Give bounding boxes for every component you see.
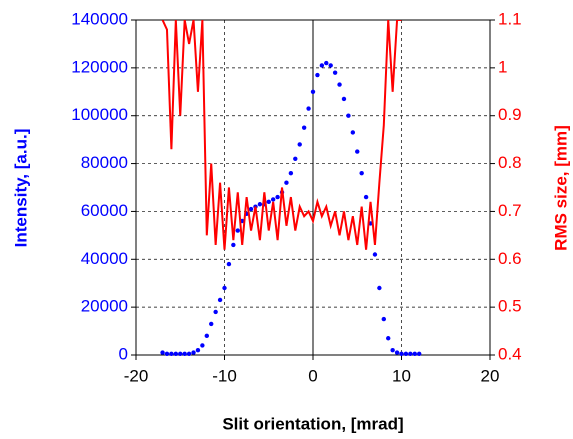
- point: [293, 156, 298, 161]
- point: [359, 170, 364, 176]
- point: [372, 252, 378, 257]
- y2-tick-label: 0.5: [498, 297, 522, 316]
- point: [164, 351, 170, 357]
- point: [191, 350, 196, 355]
- line: [161, 20, 402, 250]
- point: [248, 206, 254, 212]
- y-tick-label: 140000: [71, 9, 128, 28]
- point: [363, 194, 369, 200]
- point: [315, 72, 320, 78]
- point: [186, 351, 192, 357]
- point: [182, 351, 187, 357]
- y-tick-label: 60000: [81, 201, 128, 220]
- point: [257, 202, 263, 207]
- point: [160, 350, 165, 355]
- point: [408, 351, 413, 357]
- point: [288, 170, 294, 176]
- y2-axis-label: RMS size, [mm]: [551, 125, 570, 251]
- point: [377, 285, 382, 291]
- point: [403, 351, 409, 357]
- point: [310, 89, 316, 94]
- point: [173, 351, 179, 357]
- y2-tick-label: 0.9: [498, 105, 522, 124]
- point: [394, 350, 400, 355]
- point: [284, 180, 289, 185]
- y-tick-label: 120000: [71, 57, 128, 76]
- point: [306, 106, 311, 111]
- point: [275, 194, 280, 200]
- x-tick-label: 10: [392, 366, 411, 385]
- point: [337, 82, 342, 87]
- y2-tick-label: 0.4: [498, 344, 522, 363]
- point: [355, 149, 360, 154]
- point: [200, 343, 205, 348]
- point: [213, 309, 218, 315]
- point: [217, 297, 223, 303]
- point: [390, 348, 395, 353]
- y2-tick-label: 0.8: [498, 153, 522, 172]
- plot-frame: [135, 19, 491, 356]
- point: [266, 199, 271, 205]
- point: [381, 316, 386, 322]
- point: [417, 351, 422, 357]
- x-tick-label: 20: [481, 366, 500, 385]
- point: [332, 70, 338, 75]
- point: [204, 333, 209, 339]
- point: [328, 63, 333, 68]
- y-tick-label: 40000: [81, 249, 128, 268]
- point: [222, 285, 227, 291]
- y-axis-label: Intensity, [a.u.]: [11, 129, 30, 248]
- x-tick-label: -10: [212, 366, 237, 385]
- y-tick-label: 100000: [71, 105, 128, 124]
- y2-tick-label: 0.6: [498, 249, 522, 268]
- point: [297, 142, 302, 147]
- point: [399, 351, 404, 357]
- point: [341, 96, 347, 102]
- point: [350, 130, 356, 135]
- point: [169, 351, 174, 357]
- point: [301, 125, 307, 130]
- y2-tick-label: 0.7: [498, 201, 522, 220]
- point: [412, 351, 417, 357]
- x-axis-label: Slit orientation, [mrad]: [222, 414, 403, 433]
- x-tick-label: -20: [124, 366, 149, 385]
- point: [209, 321, 214, 327]
- point: [195, 348, 201, 353]
- y-tick-label: 0: [119, 344, 128, 363]
- point: [346, 113, 351, 118]
- point: [226, 261, 232, 267]
- point: [270, 197, 276, 202]
- x-tick-label: 0: [308, 366, 317, 385]
- point: [386, 336, 391, 341]
- y-tick-label: 80000: [81, 153, 128, 172]
- y2-tick-label: 1: [498, 57, 507, 76]
- point: [178, 351, 183, 357]
- y-tick-label: 20000: [81, 297, 128, 316]
- point: [231, 242, 236, 248]
- y2-tick-label: 1.1: [498, 9, 522, 28]
- point: [235, 228, 240, 233]
- point: [324, 60, 329, 66]
- point: [319, 63, 325, 68]
